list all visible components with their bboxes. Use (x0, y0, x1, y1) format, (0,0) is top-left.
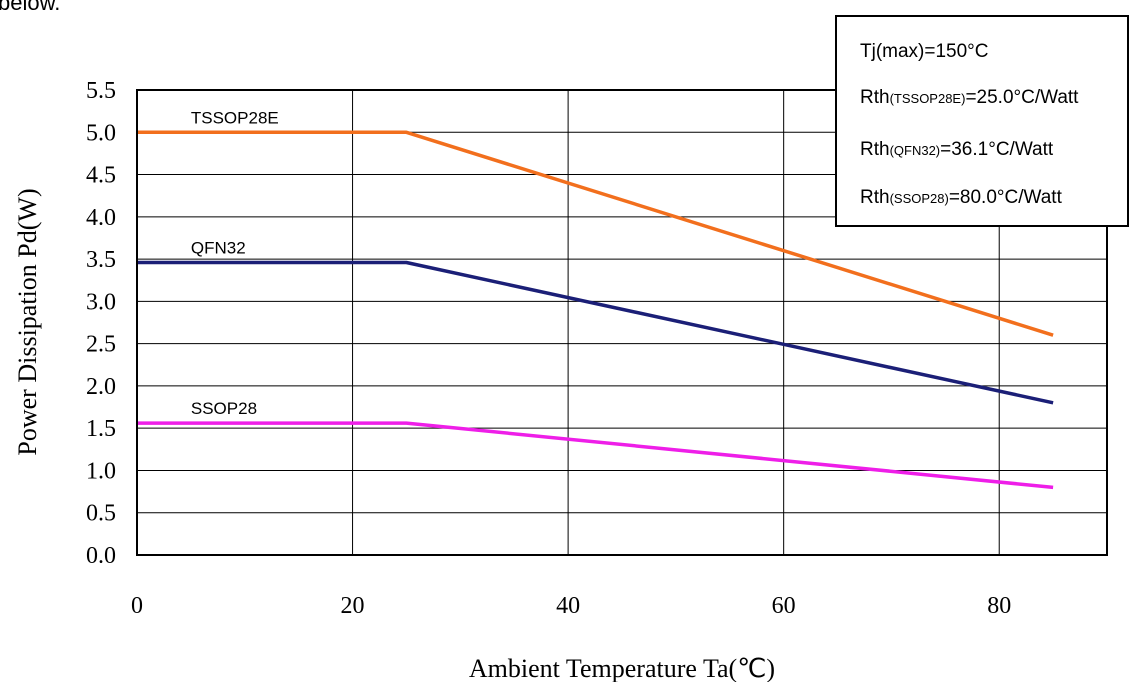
info-line: Rth(QFN32)=36.1°C/Watt (860, 139, 1054, 160)
x-tick-label: 40 (556, 593, 580, 619)
series-line-qfn32 (137, 260, 1054, 405)
y-tick-label: 5.0 (86, 120, 116, 146)
y-tick-label: 1.5 (86, 416, 116, 442)
plot-frame (136, 89, 1108, 556)
info-line: Rth(SSOP28)=80.0°C/Watt (860, 187, 1063, 208)
y-tick-label: 2.0 (86, 374, 116, 400)
series-labels: TSSOP28E QFN32 SSOP28 (191, 108, 279, 418)
header-fragment: below. (0, 0, 60, 15)
y-tick-label: 0.5 (86, 501, 116, 527)
x-tick-label: 80 (987, 593, 1011, 619)
series-label-qfn32: QFN32 (191, 238, 246, 257)
y-axis-title: Power Dissipation Pd(W) (13, 188, 42, 455)
y-tick-label: 3.5 (86, 247, 116, 273)
series-line-ssop28 (137, 421, 1054, 490)
y-tick-labels: 0.0 0.5 1.0 1.5 2.0 2.5 3.0 3.5 4.0 4.5 5.0 5.5 (86, 78, 116, 569)
y-tick-label: 0.0 (86, 543, 116, 569)
x-tick-label: 20 (341, 593, 365, 619)
info-box-frame (835, 15, 1129, 227)
info-line: Rth(TSSOP28E)=25.0°C/Watt (860, 87, 1079, 108)
x-axis-title: Ambient Temperature Ta(℃) (469, 654, 775, 682)
x-tick-label: 0 (131, 593, 143, 619)
y-tick-label: 3.0 (86, 289, 116, 315)
y-tick-label: 5.5 (86, 78, 116, 104)
x-tick-labels: 0 20 40 60 80 (131, 593, 1011, 619)
y-tick-label: 4.0 (86, 205, 116, 231)
y-tick-label: 2.5 (86, 332, 116, 358)
series-label-tssop28e: TSSOP28E (191, 108, 279, 127)
info-box: Tj(max)=150°C Rth(TSSOP28E)=25.0°C/Watt Rt… (835, 15, 1129, 227)
y-tick-label: 1.0 (86, 458, 116, 484)
series-line-tssop28e (137, 130, 1054, 337)
info-line: Tj(max)=150°C (860, 41, 989, 62)
x-tick-label: 60 (772, 593, 796, 619)
series-lines (137, 130, 1054, 490)
y-tick-label: 4.5 (86, 163, 116, 189)
series-label-ssop28: SSOP28 (191, 399, 257, 418)
